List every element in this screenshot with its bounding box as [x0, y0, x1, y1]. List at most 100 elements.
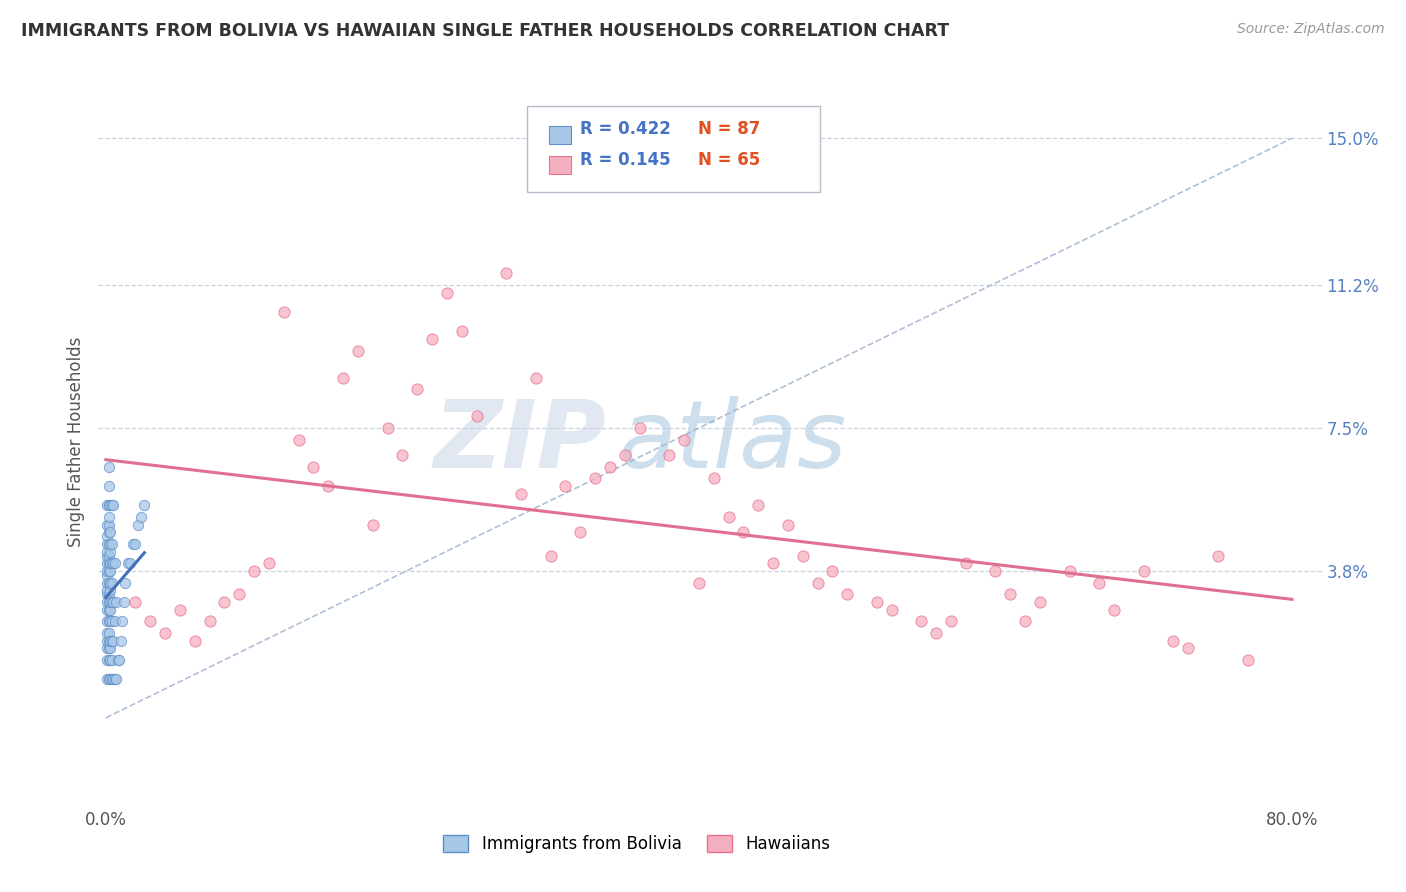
- Point: [673, 433, 696, 447]
- Point: [658, 448, 681, 462]
- Point: [792, 549, 814, 563]
- Point: [105, 672, 128, 686]
- Text: atlas: atlas: [619, 396, 846, 487]
- Point: [98, 641, 121, 656]
- Point: [97, 587, 120, 601]
- FancyBboxPatch shape: [548, 156, 571, 174]
- Point: [100, 498, 122, 512]
- Point: [1059, 564, 1081, 578]
- Point: [243, 564, 266, 578]
- Point: [821, 564, 844, 578]
- Point: [97, 525, 120, 540]
- Point: [96, 614, 118, 628]
- Point: [96, 595, 118, 609]
- Point: [98, 564, 121, 578]
- Point: [1102, 602, 1125, 616]
- Point: [510, 486, 533, 500]
- Point: [184, 633, 207, 648]
- Point: [98, 525, 121, 540]
- Point: [97, 549, 120, 563]
- Point: [97, 633, 120, 648]
- Point: [105, 595, 128, 609]
- Point: [583, 471, 606, 485]
- Point: [866, 595, 889, 609]
- Point: [110, 633, 132, 648]
- Point: [198, 614, 221, 628]
- Point: [124, 595, 146, 609]
- Point: [139, 614, 162, 628]
- Point: [169, 602, 191, 616]
- Point: [96, 587, 118, 601]
- Point: [100, 575, 122, 590]
- Point: [97, 614, 120, 628]
- Point: [391, 448, 413, 462]
- Point: [100, 556, 122, 570]
- Point: [96, 517, 118, 532]
- Point: [134, 498, 156, 512]
- Point: [1163, 633, 1185, 648]
- Point: [406, 383, 429, 397]
- Point: [540, 549, 562, 563]
- Point: [96, 549, 118, 563]
- Point: [688, 575, 710, 590]
- Point: [733, 525, 755, 540]
- Point: [925, 625, 948, 640]
- Point: [97, 459, 120, 474]
- Legend: Immigrants from Bolivia, Hawaiians: Immigrants from Bolivia, Hawaiians: [437, 828, 837, 860]
- Text: Source: ZipAtlas.com: Source: ZipAtlas.com: [1237, 22, 1385, 37]
- Point: [316, 479, 339, 493]
- Point: [1206, 549, 1229, 563]
- Point: [214, 595, 236, 609]
- Point: [97, 564, 120, 578]
- Point: [96, 529, 118, 543]
- Point: [111, 614, 134, 628]
- Point: [569, 525, 592, 540]
- Point: [96, 564, 118, 578]
- Point: [524, 371, 547, 385]
- Point: [97, 602, 120, 616]
- Point: [465, 409, 488, 424]
- Point: [554, 479, 576, 493]
- Point: [96, 537, 118, 551]
- Point: [420, 332, 443, 346]
- Point: [96, 498, 118, 512]
- Point: [114, 575, 136, 590]
- Point: [97, 595, 120, 609]
- Point: [955, 556, 977, 570]
- Point: [747, 498, 769, 512]
- Point: [1029, 595, 1052, 609]
- Point: [97, 517, 120, 532]
- Text: R = 0.422: R = 0.422: [581, 120, 671, 138]
- Point: [117, 556, 139, 570]
- Point: [127, 517, 149, 532]
- Point: [124, 537, 146, 551]
- Point: [628, 421, 651, 435]
- Point: [1088, 575, 1111, 590]
- Text: ZIP: ZIP: [433, 395, 606, 488]
- Point: [762, 556, 785, 570]
- Point: [98, 556, 121, 570]
- Point: [104, 556, 127, 570]
- Point: [257, 556, 280, 570]
- Point: [100, 672, 122, 686]
- Point: [495, 267, 517, 281]
- Point: [97, 509, 120, 524]
- Point: [377, 421, 399, 435]
- Point: [776, 517, 799, 532]
- Point: [98, 614, 121, 628]
- FancyBboxPatch shape: [526, 105, 820, 193]
- Point: [97, 556, 120, 570]
- Point: [97, 653, 120, 667]
- Point: [97, 641, 120, 656]
- Text: N = 65: N = 65: [697, 151, 761, 169]
- Point: [703, 471, 725, 485]
- Point: [806, 575, 828, 590]
- Point: [96, 672, 118, 686]
- Point: [98, 595, 121, 609]
- Point: [98, 498, 121, 512]
- Point: [1132, 564, 1154, 578]
- Text: N = 87: N = 87: [697, 120, 761, 138]
- Point: [332, 371, 354, 385]
- Point: [118, 556, 141, 570]
- Point: [228, 587, 250, 601]
